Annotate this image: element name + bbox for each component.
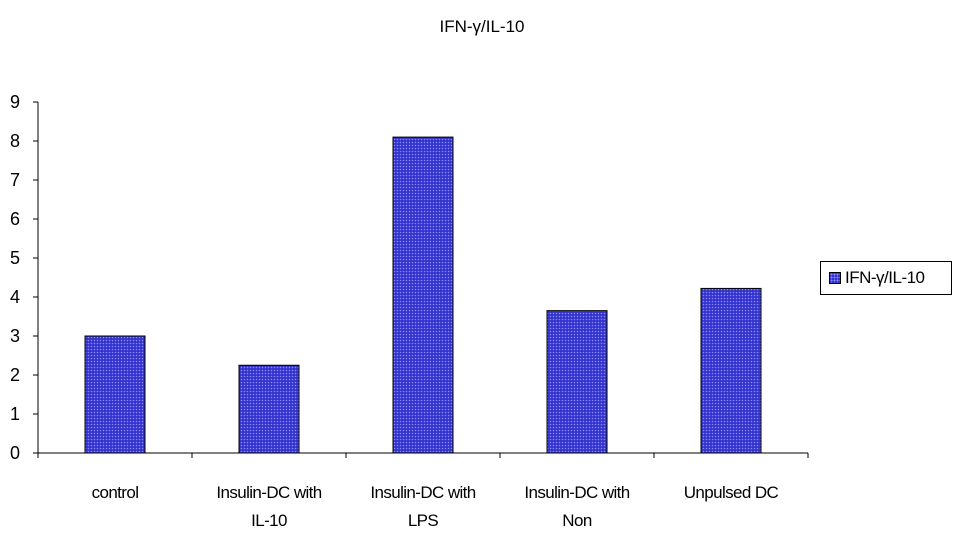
x-category-label: Insulin-DC with Non [524,483,629,530]
chart-title: IFN-γ/IL-10 [439,17,524,36]
x-category-label: Unpulsed DC [684,483,779,502]
bar [546,310,608,454]
x-category-label: Insulin-DC with LPS [370,483,475,530]
y-tick-label: 7 [10,170,20,190]
y-tick-label: 2 [10,365,20,385]
legend-swatch [829,272,841,284]
bars [84,136,762,454]
y-tick-label: 0 [10,443,20,463]
x-axis-labels: control Insulin-DC with IL-10 Insulin-DC wi… [92,483,780,530]
bar [392,136,454,454]
y-tick-label: 4 [10,287,20,307]
y-tick-label: 3 [10,326,20,346]
x-category-label: control [92,483,139,502]
y-tick-label: 8 [10,131,20,151]
y-tick-label: 9 [10,92,20,112]
bar [84,335,146,454]
y-axis-ticks: 0 1 2 3 4 5 6 7 8 9 [10,92,38,463]
legend: IFN-γ/IL-10 [820,261,952,295]
x-category-label: Insulin-DC with IL-10 [216,483,321,530]
bar [700,287,762,454]
y-tick-label: 1 [10,404,20,424]
y-tick-label: 5 [10,248,20,268]
legend-label: IFN-γ/IL-10 [845,268,925,287]
y-tick-label: 6 [10,209,20,229]
bar [238,364,300,454]
